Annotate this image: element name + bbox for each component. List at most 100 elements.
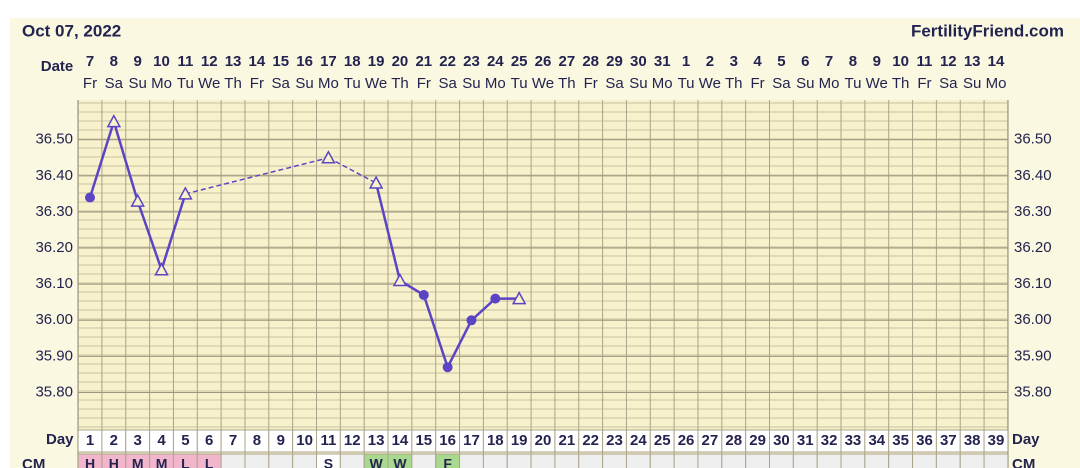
cm-cell	[220, 453, 246, 468]
weekday-label: Sa	[272, 75, 291, 92]
date-label: 10	[892, 53, 909, 70]
date-label: 14	[988, 53, 1005, 70]
weekday-label: Sa	[105, 75, 124, 92]
cm-label: W	[393, 456, 407, 468]
cm-cell	[506, 453, 532, 468]
day-label: 18	[487, 432, 504, 449]
day-label: 23	[606, 432, 623, 449]
temperature-point	[418, 290, 429, 300]
weekday-label: Th	[892, 75, 910, 92]
date-label: 27	[558, 53, 575, 70]
day-label: 22	[582, 432, 599, 449]
day-label: 31	[797, 432, 814, 449]
day-label: 36	[916, 432, 933, 449]
weekday-label: Fr	[83, 75, 97, 92]
day-label: 12	[344, 432, 361, 449]
day-label: 24	[630, 432, 647, 449]
date-label: 10	[153, 53, 170, 70]
cm-cell	[721, 453, 747, 468]
cm-label: S	[324, 456, 333, 468]
cm-label: L	[205, 456, 214, 468]
weekday-label: Fr	[917, 75, 931, 92]
day-label: 9	[277, 432, 285, 449]
temperature-point-open	[154, 262, 169, 276]
weekday-label: Su	[629, 75, 647, 92]
y-tick-label-right: 36.30	[1014, 203, 1052, 220]
date-label: 8	[110, 53, 118, 70]
cm-cell	[482, 453, 508, 468]
weekday-label: Su	[796, 75, 814, 92]
temperature-point-open	[106, 114, 122, 128]
day-label: 28	[725, 432, 742, 449]
weekday-label: Mo	[485, 75, 506, 92]
y-tick-label: 35.90	[35, 347, 73, 364]
weekday-label: Mo	[819, 75, 840, 92]
day-label: 7	[229, 432, 237, 449]
date-label: 5	[777, 53, 785, 70]
gap-bridge	[185, 157, 329, 195]
cm-label: L	[181, 456, 190, 468]
cm-label: H	[109, 456, 119, 468]
y-tick-label-right: 35.90	[1014, 347, 1052, 364]
day-label: 38	[964, 432, 981, 449]
cm-cell	[244, 453, 270, 468]
weekday-label: We	[866, 75, 888, 92]
temperature-point-open	[511, 291, 527, 305]
cm-cell	[745, 453, 771, 468]
day-label: 11	[320, 432, 336, 449]
y-tick-label: 36.30	[35, 203, 73, 220]
date-label: 11	[917, 53, 933, 70]
day-label: 6	[205, 432, 213, 449]
date-label: 20	[392, 53, 409, 70]
weekday-label: Sa	[772, 75, 791, 92]
weekday-label: Sa	[939, 75, 958, 92]
weekday-label: Sa	[438, 75, 457, 92]
cm-cell	[411, 453, 437, 468]
day-label: 17	[463, 432, 480, 449]
day-row-label: Day	[46, 431, 74, 448]
weekday-label: We	[699, 75, 721, 92]
temperature-point	[490, 293, 501, 304]
date-label: 3	[730, 53, 738, 70]
day-label: 3	[134, 432, 142, 449]
date-label: 1	[682, 53, 690, 70]
date-label: 26	[535, 53, 552, 70]
weekday-label: Tu	[678, 75, 695, 92]
y-tick-label-right: 36.00	[1014, 311, 1052, 328]
date-label: 25	[511, 53, 528, 70]
temperature-point	[85, 192, 95, 203]
temperature-point-open	[368, 175, 384, 189]
weekday-label: Tu	[344, 75, 361, 92]
weekday-label: Fr	[584, 75, 598, 92]
weekday-label: Th	[725, 75, 743, 92]
date-label: 17	[320, 53, 337, 70]
weekday-label: Mo	[151, 75, 172, 92]
chart-date: Oct 07, 2022	[22, 21, 121, 40]
cm-cell	[578, 453, 604, 468]
weekday-label: Su	[295, 75, 313, 92]
cm-cell	[602, 453, 627, 468]
day-label: 8	[253, 432, 261, 449]
y-tick-label: 36.10	[35, 275, 73, 292]
cm-label: M	[132, 456, 144, 468]
date-label: 13	[964, 53, 981, 70]
cm-cell	[888, 453, 914, 468]
y-tick-label: 36.00	[35, 311, 73, 328]
y-tick-label: 35.80	[35, 383, 73, 400]
cm-cell	[292, 453, 318, 468]
day-row-label-right: Day	[1012, 431, 1040, 448]
date-label: 24	[487, 53, 504, 70]
day-label: 1	[86, 432, 94, 449]
weekday-label: Tu	[177, 75, 194, 92]
y-tick-label-right: 36.40	[1014, 167, 1052, 184]
date-label: 15	[272, 53, 289, 70]
weekday-label: Tu	[511, 75, 528, 92]
date-label: 12	[201, 53, 218, 70]
cm-row-label-right: CM	[1012, 456, 1035, 468]
y-tick-label-right: 36.20	[1014, 239, 1052, 256]
day-label: 21	[558, 432, 575, 449]
day-label: 20	[535, 432, 552, 449]
day-label: 34	[868, 432, 885, 449]
weekday-label: Th	[558, 75, 576, 92]
